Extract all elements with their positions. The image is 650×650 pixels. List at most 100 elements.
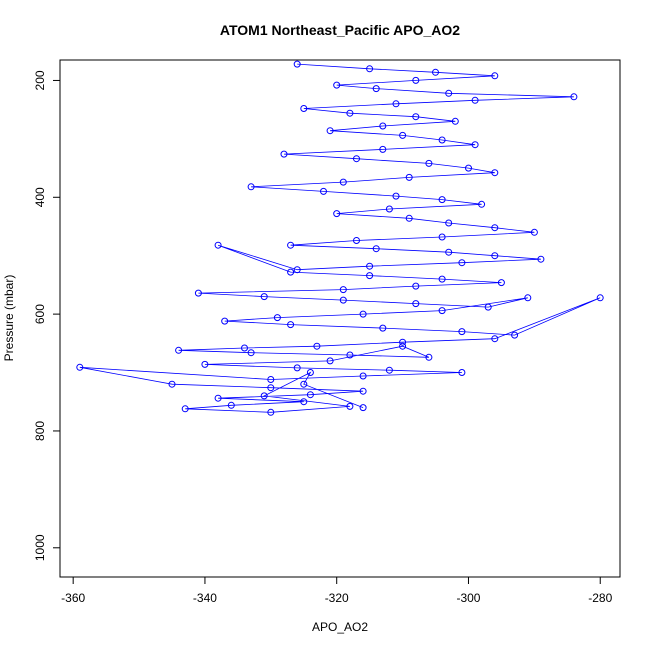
data-point	[405, 214, 413, 222]
data-point	[267, 384, 275, 392]
data-point	[524, 294, 532, 302]
data-point	[359, 404, 367, 412]
data-point	[445, 219, 453, 227]
data-point	[267, 376, 275, 383]
data-point	[445, 248, 453, 256]
y-tick-label: 600	[33, 304, 47, 324]
data-point	[425, 353, 433, 361]
data-point	[214, 241, 222, 249]
data-point	[260, 293, 268, 301]
data-point	[366, 262, 374, 270]
data-point	[346, 109, 354, 117]
data-point	[76, 363, 84, 371]
data-point	[445, 89, 453, 97]
data-point	[300, 398, 308, 406]
data-point	[306, 391, 314, 399]
data-point	[458, 369, 466, 376]
data-point	[339, 286, 347, 294]
data-point	[359, 372, 367, 380]
data-point	[379, 324, 387, 332]
data-point	[412, 113, 420, 121]
data-point	[339, 178, 347, 186]
data-point	[300, 105, 308, 112]
data-point	[221, 317, 229, 325]
data-point	[399, 131, 407, 139]
data-point	[287, 321, 295, 329]
chart-title: ATOM1 Northeast_Pacific APO_AO2	[220, 22, 460, 38]
data-point	[596, 294, 604, 302]
data-point	[247, 183, 255, 191]
data-point	[471, 141, 479, 149]
data-point	[353, 237, 360, 244]
data-point	[471, 96, 479, 104]
data-point	[530, 228, 538, 236]
data-point	[293, 60, 301, 68]
data-point	[379, 122, 387, 130]
data-point	[438, 307, 446, 315]
data-point	[484, 303, 492, 311]
data-point	[491, 252, 499, 260]
x-tick-label: -360	[61, 591, 85, 605]
data-point	[168, 380, 176, 388]
data-point	[346, 351, 354, 359]
x-tick-label: -320	[325, 591, 349, 605]
data-point	[497, 279, 505, 287]
data-point	[491, 72, 499, 80]
data-point	[438, 233, 446, 241]
data-point	[392, 100, 400, 108]
data-point	[399, 338, 407, 346]
data-point	[320, 187, 327, 195]
data-point	[273, 314, 281, 322]
data-point	[300, 380, 308, 388]
data-point	[353, 155, 360, 163]
data-point	[313, 342, 321, 350]
x-tick-label: -300	[456, 591, 480, 605]
data-point	[326, 127, 334, 135]
data-point	[201, 360, 209, 368]
data-point	[293, 266, 301, 274]
data-point	[405, 173, 413, 181]
x-axis: -360 -340 -320 -300 -280	[61, 576, 613, 605]
data-point	[379, 145, 387, 153]
x-tick-label: -340	[193, 591, 217, 605]
data-point	[333, 210, 341, 218]
data-point	[372, 85, 380, 93]
data-point	[412, 282, 420, 290]
data-point	[451, 117, 459, 125]
y-tick-label: 1000	[33, 534, 47, 561]
data-point	[293, 364, 301, 372]
data-point	[287, 268, 295, 276]
data-point	[181, 405, 189, 413]
data-point	[478, 200, 486, 208]
data-point	[425, 159, 433, 167]
data-point	[247, 349, 255, 357]
data-point	[366, 65, 374, 73]
data-point	[372, 245, 380, 253]
data-point	[511, 331, 519, 339]
data-point	[267, 408, 275, 416]
data-point	[306, 369, 314, 376]
data-point	[458, 259, 466, 267]
data-point	[359, 310, 367, 318]
data-point	[438, 136, 446, 144]
data-point	[175, 346, 183, 354]
data-point	[359, 387, 367, 395]
y-axis: 200 400 600 800 1000	[33, 70, 61, 561]
x-axis-label: APO_AO2	[312, 620, 368, 634]
y-tick-label: 200	[33, 70, 47, 90]
data-point	[227, 401, 235, 409]
data-point	[346, 402, 354, 410]
data-point	[366, 272, 374, 280]
data-point	[260, 392, 268, 400]
data-point	[491, 169, 499, 177]
data-point	[432, 68, 439, 76]
data-point	[412, 300, 420, 308]
data-point	[537, 255, 545, 263]
y-axis-label: Pressure (mbar)	[2, 275, 16, 362]
series-line	[79, 63, 601, 413]
data-point	[326, 357, 334, 365]
data-point	[385, 366, 393, 374]
data-point	[280, 150, 288, 158]
plot-area	[76, 60, 604, 416]
